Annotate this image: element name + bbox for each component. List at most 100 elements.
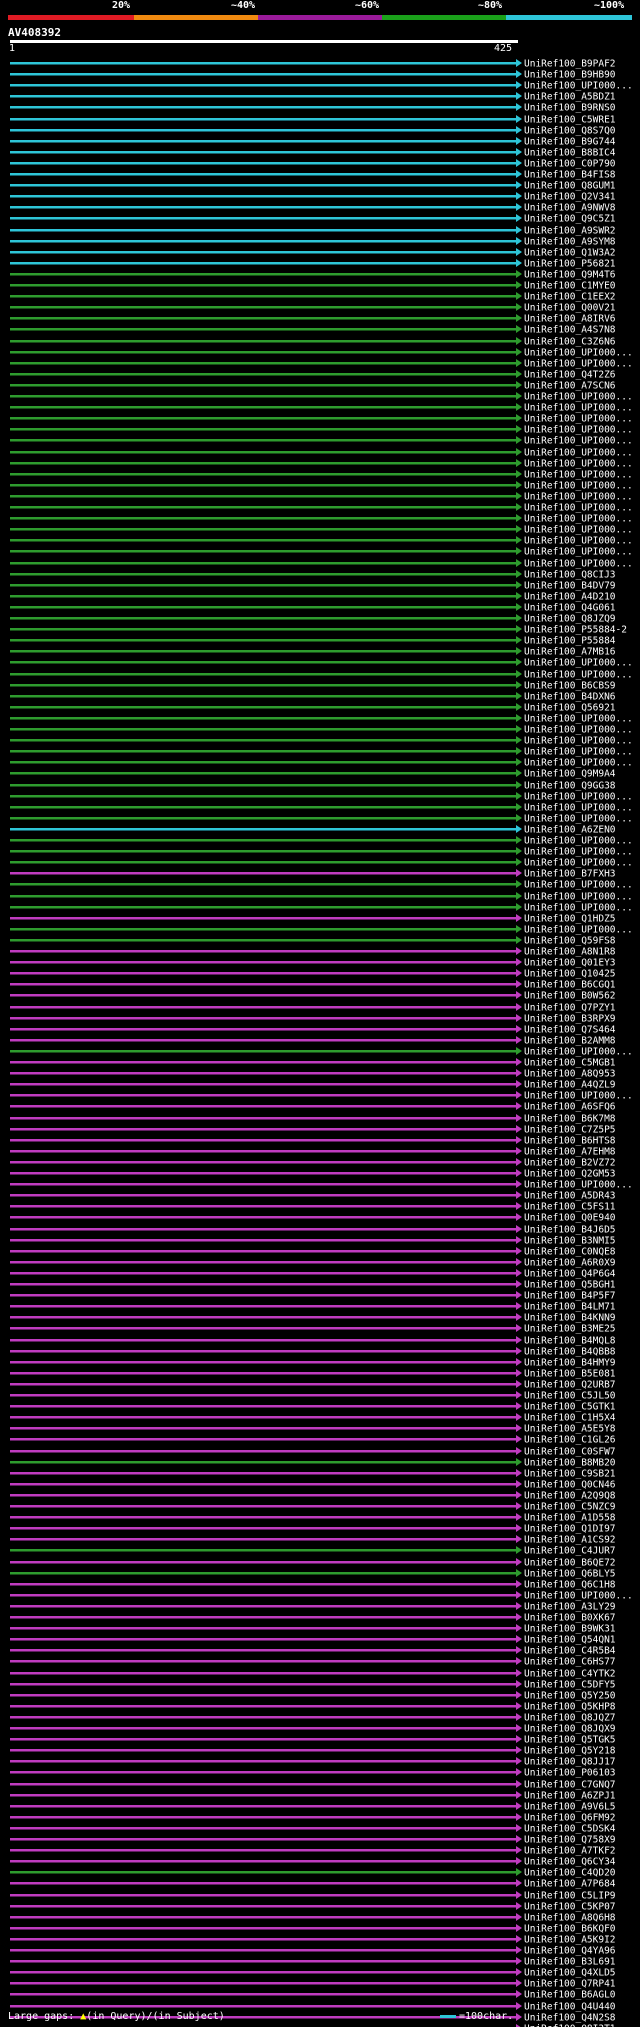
hit-label[interactable]: UniRef100_Q4P6G4 [524, 1269, 616, 1280]
hit-row[interactable]: UniRef100_UPI000... [10, 348, 633, 359]
hit-row[interactable]: UniRef100_UPI000... [10, 1091, 633, 1102]
hit-row[interactable]: UniRef100_Q54QN1 [10, 1635, 616, 1646]
hit-label[interactable]: UniRef100_C5MGB1 [524, 1058, 616, 1069]
hit-bar[interactable] [10, 1017, 516, 1020]
hit-label[interactable]: UniRef100_B4LM71 [524, 1302, 616, 1313]
hit-label[interactable]: UniRef100_A7EHM8 [524, 1147, 616, 1158]
hit-row[interactable]: UniRef100_A7EHM8 [10, 1147, 616, 1158]
hit-label[interactable]: UniRef100_B3NMI5 [524, 1236, 616, 1247]
hit-label[interactable]: UniRef100_UPI000... [524, 903, 633, 914]
hit-bar[interactable] [10, 1072, 516, 1075]
hit-bar[interactable] [10, 1660, 516, 1663]
hit-bar[interactable] [10, 417, 516, 420]
hit-label[interactable]: UniRef100_UPI000... [524, 892, 633, 903]
hit-label[interactable]: UniRef100_Q56921 [524, 703, 616, 714]
hit-bar[interactable] [10, 229, 516, 232]
hit-bar[interactable] [10, 1205, 516, 1208]
hit-label[interactable]: UniRef100_C3Z6N6 [524, 337, 616, 348]
hit-label[interactable]: UniRef100_UPI000... [524, 459, 633, 470]
hit-row[interactable]: UniRef100_B0W562 [10, 991, 616, 1002]
hit-bar[interactable] [10, 1505, 516, 1508]
hit-row[interactable]: UniRef100_UPI000... [10, 1180, 633, 1191]
hit-bar[interactable] [10, 406, 516, 409]
hit-bar[interactable] [10, 1705, 516, 1708]
hit-label[interactable]: UniRef100_Q00V21 [524, 303, 616, 314]
hit-row[interactable]: UniRef100_UPI000... [10, 448, 633, 459]
hit-label[interactable]: UniRef100_A6ZPJ1 [524, 1791, 616, 1802]
hit-bar[interactable] [10, 195, 516, 198]
hit-bar[interactable] [10, 317, 516, 320]
hit-row[interactable]: UniRef100_Q8CIJ3 [10, 570, 616, 581]
hit-row[interactable]: UniRef100_B4DV79 [10, 581, 616, 592]
hit-bar[interactable] [10, 1538, 516, 1541]
hit-label[interactable]: UniRef100_A1CS92 [524, 1535, 616, 1546]
hit-label[interactable]: UniRef100_C7GNQ7 [524, 1780, 616, 1791]
hit-row[interactable]: UniRef100_C1EEX2 [10, 292, 616, 303]
hit-row[interactable]: UniRef100_C5WRE1 [10, 115, 616, 126]
hit-label[interactable]: UniRef100_B4P5F7 [524, 1291, 616, 1302]
hit-row[interactable]: UniRef100_UPI000... [10, 714, 633, 725]
hit-bar[interactable] [10, 1727, 516, 1730]
hit-row[interactable]: UniRef100_P55884 [10, 636, 616, 647]
hit-label[interactable]: UniRef100_A5K9I2 [524, 1935, 616, 1946]
hit-label[interactable]: UniRef100_UPI000... [524, 847, 633, 858]
hit-row[interactable]: UniRef100_A9NWV8 [10, 203, 616, 214]
hit-bar[interactable] [10, 184, 516, 187]
hit-row[interactable]: UniRef100_UPI000... [10, 81, 633, 92]
hit-bar[interactable] [10, 273, 516, 276]
hit-row[interactable]: UniRef100_UPI000... [10, 892, 633, 903]
hit-bar[interactable] [10, 1716, 516, 1719]
hit-bar[interactable] [10, 240, 516, 243]
hit-bar[interactable] [10, 484, 516, 487]
hit-row[interactable]: UniRef100_Q10425 [10, 969, 616, 980]
hit-row[interactable]: UniRef100_Q8S7Q0 [10, 126, 616, 137]
hit-label[interactable]: UniRef100_B8MB20 [524, 1458, 616, 1469]
hit-bar[interactable] [10, 384, 516, 387]
hit-bar[interactable] [10, 1050, 516, 1053]
hit-label[interactable]: UniRef100_Q7RP41 [524, 1979, 616, 1990]
hit-label[interactable]: UniRef100_Q8CIJ3 [524, 570, 616, 581]
hit-label[interactable]: UniRef100_C5KP07 [524, 1902, 616, 1913]
hit-label[interactable]: UniRef100_Q1HDZ5 [524, 914, 616, 925]
hit-row[interactable]: UniRef100_A9SWR2 [10, 226, 616, 237]
hit-bar[interactable] [10, 473, 516, 476]
hit-bar[interactable] [10, 1638, 516, 1641]
hit-row[interactable]: UniRef100_A5E5Y8 [10, 1424, 616, 1435]
hit-bar[interactable] [10, 695, 516, 698]
hit-label[interactable]: UniRef100_UPI000... [524, 81, 633, 92]
hit-label[interactable]: UniRef100_B4QBB8 [524, 1347, 616, 1358]
hit-bar[interactable] [10, 1061, 516, 1064]
hit-label[interactable]: UniRef100_UPI000... [524, 1180, 633, 1191]
hit-label[interactable]: UniRef100_Q0CN46 [524, 1480, 616, 1491]
hit-row[interactable]: UniRef100_Q2GM53 [10, 1169, 616, 1180]
hit-bar[interactable] [10, 328, 516, 331]
hit-label[interactable]: UniRef100_UPI000... [524, 359, 633, 370]
hit-label[interactable]: UniRef100_A6ZEN0 [524, 825, 616, 836]
hit-label[interactable]: UniRef100_Q8I3T1 [524, 2024, 616, 2027]
hit-label[interactable]: UniRef100_UPI000... [524, 425, 633, 436]
hit-bar[interactable] [10, 1794, 516, 1797]
hit-bar[interactable] [10, 495, 516, 498]
hit-bar[interactable] [10, 1949, 516, 1952]
hit-bar[interactable] [10, 1494, 516, 1497]
hit-row[interactable]: UniRef100_C1GL26 [10, 1435, 616, 1446]
hit-bar[interactable] [10, 706, 516, 709]
hit-bar[interactable] [10, 1882, 516, 1885]
hit-bar[interactable] [10, 1405, 516, 1408]
hit-bar[interactable] [10, 817, 516, 820]
hit-bar[interactable] [10, 1960, 516, 1963]
hit-row[interactable]: UniRef100_Q4YA96 [10, 1946, 616, 1957]
hit-label[interactable]: UniRef100_A5BDZ1 [524, 92, 616, 103]
hit-label[interactable]: UniRef100_A2Q9Q8 [524, 1491, 616, 1502]
hit-bar[interactable] [10, 1128, 516, 1131]
hit-bar[interactable] [10, 1039, 516, 1042]
hit-label[interactable]: UniRef100_UPI000... [524, 1591, 633, 1602]
hit-row[interactable]: UniRef100_UPI000... [10, 470, 633, 481]
hit-label[interactable]: UniRef100_B6QE72 [524, 1558, 616, 1569]
hit-row[interactable]: UniRef100_Q5Y250 [10, 1691, 616, 1702]
hit-label[interactable]: UniRef100_B9G744 [524, 137, 616, 148]
hit-label[interactable]: UniRef100_B6CBS9 [524, 681, 616, 692]
hit-bar[interactable] [10, 1161, 516, 1164]
hit-row[interactable]: UniRef100_B0XK67 [10, 1613, 616, 1624]
hit-bar[interactable] [10, 1760, 516, 1763]
